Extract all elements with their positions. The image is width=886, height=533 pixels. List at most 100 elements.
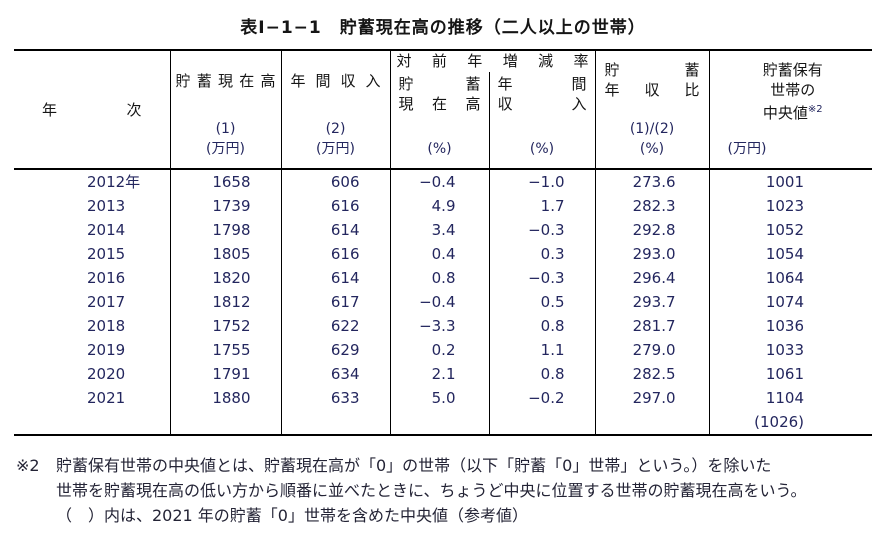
cell-savings: 1805 <box>169 242 281 266</box>
header-yoy-income-titleblock: 年間 収入 <box>490 74 595 114</box>
header-savings-title: 貯蓄現在高 <box>175 72 276 90</box>
footnote-line: 世帯を貯蓄現在高の低い方から順番に並べたときに、ちょうど中央に位置する世帯の貯蓄… <box>56 481 807 500</box>
cell-yoy_income: −0.3 <box>488 218 596 242</box>
cell-yoy_income: 1.1 <box>488 338 596 362</box>
cell-year <box>14 410 170 435</box>
header-yoy-group-label: 対前年増減率 <box>396 52 589 70</box>
page-title: 表Ⅰ−1−1 貯蓄現在高の推移（二人以上の世帯） <box>240 18 646 38</box>
header-yoy-income-unit: (%) <box>529 141 555 157</box>
table-row: 2018 1752 622 −3.3 0.8 281.7 1036 <box>14 314 873 338</box>
cell-median: (1026) <box>708 410 873 435</box>
header-yoy-savings-cell: 貯蓄 現在高 (%) <box>389 72 489 169</box>
cell-yoy_income: 0.8 <box>488 314 596 338</box>
cell-savings: 1739 <box>169 194 281 218</box>
cell-yoy_savings: 0.2 <box>389 338 489 362</box>
header-ratio-cell: 貯蓄 年収比 (1)/(2) (%) <box>594 50 710 169</box>
cell-savings: 1798 <box>169 218 281 242</box>
cell-yoy_income: −1.0 <box>488 169 596 194</box>
cell-median: 1036 <box>708 314 873 338</box>
header-yoy-group-cell: 対前年増減率 <box>389 50 596 72</box>
cell-median: 1064 <box>708 266 873 290</box>
cell-ratio: 293.7 <box>594 290 710 314</box>
table-row: 2014 1798 614 3.4 −0.3 292.8 1052 <box>14 218 873 242</box>
cell-savings <box>169 410 281 435</box>
table-row: 2012年 1658 606 −0.4 −1.0 273.6 1001 <box>14 169 873 194</box>
cell-yoy_savings: 3.4 <box>389 218 489 242</box>
cell-ratio: 282.3 <box>594 194 710 218</box>
cell-yoy_income: −0.3 <box>488 266 596 290</box>
savings-table: 年次 貯蓄現在高 (1) (万円) 年間収入 (2) (万円) <box>14 49 873 436</box>
table-row: 2016 1820 614 0.8 −0.3 296.4 1064 <box>14 266 873 290</box>
cell-year: 2015 <box>87 245 126 263</box>
table-row: 2013 1739 616 4.9 1.7 282.3 1023 <box>14 194 873 218</box>
cell-median: 1033 <box>708 338 873 362</box>
cell-yoy_savings: 0.4 <box>389 242 489 266</box>
header-yoy-income-line1: 年間 <box>497 75 587 93</box>
cell-median: 1023 <box>708 194 873 218</box>
table-body: 2012年 1658 606 −0.4 −1.0 273.6 1001 2013 1739 616… <box>14 169 873 435</box>
header-year-cell: 年次 <box>14 50 170 169</box>
cell-year: 2018 <box>87 317 126 335</box>
cell-savings: 1755 <box>169 338 281 362</box>
header-yoy-savings-wrap: 貯蓄 現在高 (%) <box>391 72 489 168</box>
cell-income: 634 <box>280 362 390 386</box>
header-yoy-income-line2: 収入 <box>497 95 587 113</box>
cell-yoy_savings: 2.1 <box>389 362 489 386</box>
cell-savings: 1658 <box>169 169 281 194</box>
cell-year: 2016 <box>87 269 126 287</box>
cell-ratio: 281.7 <box>594 314 710 338</box>
cell-median: 1074 <box>708 290 873 314</box>
cell-ratio: 273.6 <box>594 169 710 194</box>
header-year-label: 年次 <box>42 100 142 119</box>
table-row: 2021 1880 633 5.0 −0.2 297.0 1104 <box>14 386 873 410</box>
cell-ratio: 297.0 <box>594 386 710 410</box>
header-year-wrap: 年次 <box>14 51 170 168</box>
cell-savings: 1752 <box>169 314 281 338</box>
cell-income: 633 <box>280 386 390 410</box>
footnote-line: 貯蓄保有世帯の中央値とは、貯蓄現在高が「0」の世帯（以下「貯蓄「0」世帯」という… <box>56 456 772 475</box>
header-yoy-savings-line1: 貯蓄 <box>398 75 481 93</box>
cell-year: 2021 <box>87 389 126 407</box>
cell-year: 2013 <box>87 197 126 215</box>
cell-yoy_income <box>488 410 596 435</box>
footnote-text: 貯蓄保有世帯の中央値とは、貯蓄現在高が「0」の世帯（以下「貯蓄「0」世帯」という… <box>56 453 807 528</box>
cell-ratio: 282.5 <box>594 362 710 386</box>
table-row: 2017 1812 617 −0.4 0.5 293.7 1074 <box>14 290 873 314</box>
cell-median: 1061 <box>708 362 873 386</box>
footnote-line: （ ）内は、2021 年の貯蓄「0」世帯を含めた中央値（参考値） <box>56 506 528 525</box>
cell-yoy_income: 0.8 <box>488 362 596 386</box>
cell-yoy_savings: −0.4 <box>389 169 489 194</box>
header-yoy-income-cell: 年間 収入 (%) <box>488 72 596 169</box>
header-income-cell: 年間収入 (2) (万円) <box>280 50 390 169</box>
table-row: 2020 1791 634 2.1 0.8 282.5 1061 <box>14 362 873 386</box>
header-ratio-titleblock: 貯蓄 年収比 <box>596 60 709 100</box>
cell-income <box>280 410 390 435</box>
header-savings-wrap: 貯蓄現在高 (1) (万円) <box>171 51 281 168</box>
cell-ratio: 292.8 <box>594 218 710 242</box>
cell-income: 616 <box>280 194 390 218</box>
cell-year: 2020 <box>87 365 126 383</box>
header-median-titleblock: 貯蓄保有 世帯の 中央値※2 <box>710 60 873 123</box>
cell-median: 1001 <box>708 169 873 194</box>
header-median-unit: (万円) <box>727 141 767 157</box>
header-yoy-savings-unit: (%) <box>427 141 452 157</box>
cell-income: 616 <box>280 242 390 266</box>
footnote-marker: ※2 <box>16 456 40 475</box>
header-ratio-line1: 貯蓄 <box>604 61 700 79</box>
header-median-line3-wrap: 中央値※2 <box>714 100 873 123</box>
cell-ratio: 279.0 <box>594 338 710 362</box>
cell-yoy_income: 0.5 <box>488 290 596 314</box>
table-header: 年次 貯蓄現在高 (1) (万円) 年間収入 (2) (万円) <box>14 50 873 169</box>
cell-median: 1104 <box>708 386 873 410</box>
cell-year: 2017 <box>87 293 126 311</box>
header-median-line1: 貯蓄保有 <box>762 61 823 79</box>
cell-ratio: 296.4 <box>594 266 710 290</box>
header-ratio-formula: (1)/(2) <box>629 121 675 137</box>
header-yoy-savings-titleblock: 貯蓄 現在高 <box>391 74 489 114</box>
cell-savings: 1880 <box>169 386 281 410</box>
cell-income: 629 <box>280 338 390 362</box>
cell-yoy_savings: −3.3 <box>389 314 489 338</box>
cell-median: 1052 <box>708 218 873 242</box>
header-income-title: 年間収入 <box>290 72 381 90</box>
table-row: 2019 1755 629 0.2 1.1 279.0 1033 <box>14 338 873 362</box>
